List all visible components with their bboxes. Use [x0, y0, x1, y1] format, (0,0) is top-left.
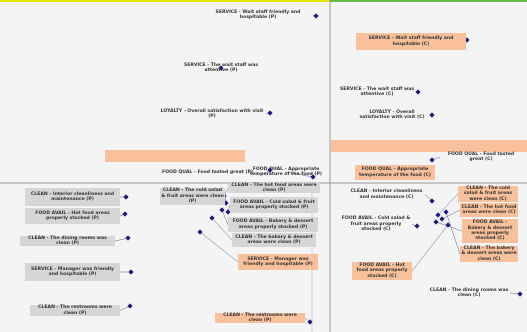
node-label: SERVICE - The wait staff was attentive (…	[339, 86, 415, 97]
node-label: CLEAN - The bakery & dessert areas were …	[232, 233, 316, 247]
highlight-bar	[105, 150, 245, 162]
marker	[443, 209, 449, 215]
node-label: FOOD AVAIL - Cold salad & fruit areas pr…	[230, 197, 318, 213]
marker	[439, 216, 445, 222]
node-label: FOOD AVAIL - Hot food areas properly sto…	[352, 262, 412, 280]
node-label: CLEAN - Interior cleanliness and mainten…	[25, 188, 120, 206]
marker	[267, 167, 273, 173]
node-label: CLEAN - Interior cleanliness and mainten…	[350, 189, 423, 200]
leader-line	[285, 171, 314, 178]
node-label: FOOD AVAIL - Hot food areas properly sto…	[25, 208, 120, 224]
node-label: FOOD QUAL - Appropriate temperature of t…	[249, 166, 322, 177]
node-label: CLEAN - The cold salad & fruit areas wer…	[458, 186, 518, 202]
leader-line	[114, 237, 129, 242]
node-label: SERVICE - Manager was friendly and hospi…	[238, 254, 318, 270]
marker	[414, 223, 420, 229]
marker	[125, 235, 131, 241]
marker	[122, 211, 128, 217]
leader-line	[199, 231, 239, 263]
marker	[197, 229, 203, 235]
node-label: CLEAN - The hot food areas were clean (C…	[460, 203, 518, 217]
marker	[128, 269, 134, 275]
node-label: CLEAN - The cold salad & fruit areas wer…	[160, 188, 225, 205]
marker	[435, 212, 441, 218]
node-label: FOOD QUAL - Appropriate temperature of t…	[355, 165, 435, 180]
node-label: SERVICE - The wait staff was attentive (…	[183, 62, 259, 73]
node-label: CLEAN - The hot food areas were clean (P…	[228, 183, 320, 193]
marker	[218, 65, 224, 71]
highlight-bar	[331, 140, 527, 152]
marker	[517, 291, 523, 297]
marker	[219, 207, 225, 213]
marker	[209, 215, 215, 221]
marker	[429, 157, 435, 163]
node-label: SERVICE - Manager was friendly and hospi…	[25, 263, 120, 281]
node-label: CLEAN - The dining rooms was clean (C)	[429, 287, 509, 298]
leader-line	[221, 209, 229, 225]
marker	[429, 198, 435, 204]
node-label: FOOD AVAIL - Bakery & dessert areas prop…	[228, 217, 318, 232]
node-label: LOYALTY - Overall satisfaction with visi…	[160, 108, 264, 119]
top-border-right	[330, 0, 527, 2]
node-label: CLEAN - The restrooms were clean (P)	[30, 305, 120, 316]
marker	[267, 110, 273, 116]
node-label: FOOD QUAL - Food tasted great (C)	[447, 151, 515, 162]
node-label: SERVICE - Wait staff friendly and hospit…	[215, 9, 301, 20]
node-label: LOYALTY - Overall satisfaction with visi…	[359, 109, 425, 120]
top-border-left	[0, 0, 330, 2]
marker	[429, 112, 435, 118]
leader-line	[441, 209, 461, 220]
marker	[225, 209, 231, 215]
node-label: CLEAN - The dining rooms was clean (P)	[20, 236, 115, 246]
leader-line	[445, 211, 461, 255]
marker	[415, 89, 421, 95]
node-label: FOOD AVAIL - Bakery & dessert areas prop…	[462, 219, 518, 243]
node-label: CLEAN - The restrooms were clean (P)	[215, 313, 305, 323]
marker	[445, 222, 451, 228]
marker	[313, 13, 319, 19]
leader-line	[411, 224, 449, 272]
leader-line	[211, 217, 233, 241]
marker	[433, 219, 439, 225]
node-label: CLEAN - The bakery & dessert areas were …	[460, 245, 518, 262]
marker	[310, 174, 316, 180]
leader-line	[437, 193, 459, 216]
marker	[307, 319, 313, 325]
node-label: SERVICE - Wait staff friendly and hospit…	[356, 33, 466, 50]
marker	[127, 303, 133, 309]
node-label: FOOD AVAIL - Cold salad & fruit areas pr…	[341, 216, 411, 233]
marker	[123, 194, 129, 200]
node-label: FOOD QUAL - Food tasted great (P)	[162, 170, 253, 176]
